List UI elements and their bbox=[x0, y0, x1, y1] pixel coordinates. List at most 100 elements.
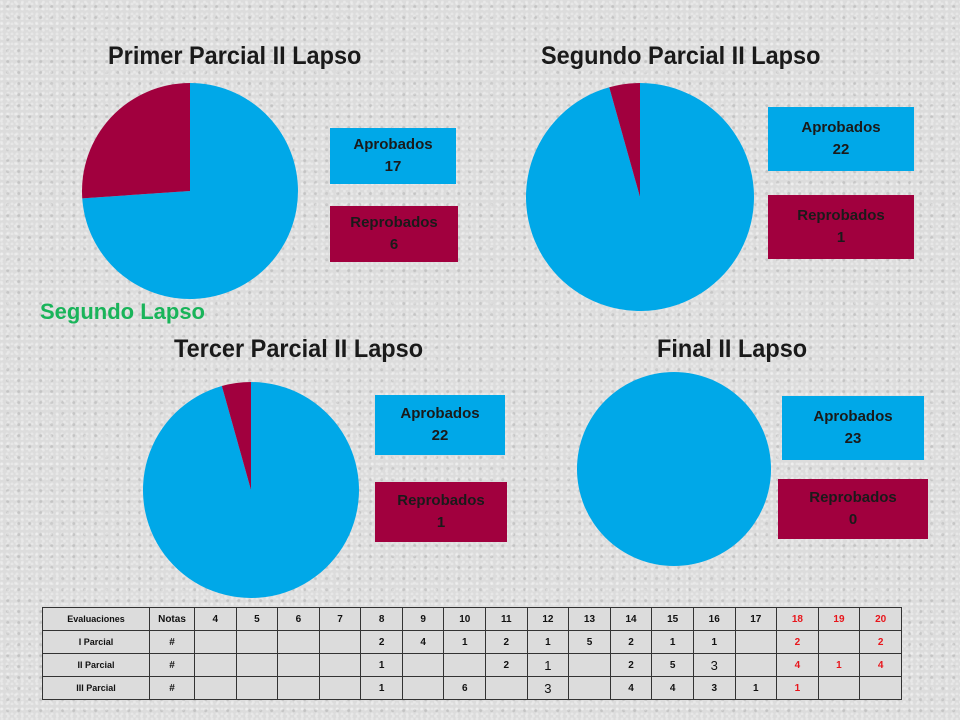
pie-slice-aprobados bbox=[577, 372, 771, 566]
grade-header: 19 bbox=[817, 607, 861, 631]
legend-reprobados: Reprobados 0 bbox=[778, 479, 928, 539]
pie-slice-reprobados bbox=[609, 83, 640, 197]
pie-slice-reprobados bbox=[221, 382, 251, 490]
pie-slice-aprobados bbox=[142, 382, 359, 598]
table-cell bbox=[859, 676, 902, 700]
table-cell: 1 bbox=[734, 676, 778, 700]
grade-header: 13 bbox=[568, 607, 611, 631]
legend-aprobados: Aprobados 17 bbox=[330, 128, 456, 184]
pie-slice-aprobados bbox=[82, 83, 298, 299]
row-marker: # bbox=[149, 653, 195, 677]
legend-label: Aprobados bbox=[801, 119, 881, 136]
table-cell bbox=[235, 630, 279, 654]
grade-header: 15 bbox=[651, 607, 694, 631]
table-cell bbox=[401, 676, 445, 700]
table-cell: 4 bbox=[609, 676, 653, 700]
table-cell bbox=[235, 676, 279, 700]
table-cell bbox=[318, 653, 362, 677]
table-cell: 4 bbox=[859, 653, 902, 677]
legend-aprobados: Aprobados 22 bbox=[375, 395, 505, 455]
row-label: II Parcial bbox=[42, 653, 150, 677]
grade-header: 14 bbox=[609, 607, 653, 631]
table-cell: 1 bbox=[526, 630, 570, 654]
grade-header: 4 bbox=[194, 607, 237, 631]
legend-label: Reprobados bbox=[809, 489, 897, 506]
table-cell bbox=[277, 653, 320, 677]
table-cell bbox=[277, 676, 320, 700]
table-cell: 1 bbox=[360, 676, 403, 700]
grade-header: 11 bbox=[485, 607, 528, 631]
table-cell bbox=[194, 630, 237, 654]
table-cell: 1 bbox=[817, 653, 861, 677]
table-cell: 2 bbox=[360, 630, 403, 654]
grade-header: 20 bbox=[859, 607, 902, 631]
grade-header: 8 bbox=[360, 607, 403, 631]
table-corner: Evaluaciones bbox=[42, 607, 150, 631]
table-cell bbox=[568, 653, 611, 677]
grade-header: 12 bbox=[526, 607, 570, 631]
pie-chart-4 bbox=[577, 372, 771, 566]
table-cell: 3 bbox=[692, 653, 736, 677]
table-cell: 1 bbox=[443, 630, 487, 654]
table-cell: 1 bbox=[776, 676, 819, 700]
table-cell: 1 bbox=[651, 630, 694, 654]
table-cell bbox=[318, 676, 362, 700]
grade-header: 18 bbox=[776, 607, 819, 631]
legend-label: Reprobados bbox=[350, 214, 438, 231]
table-cell bbox=[235, 653, 279, 677]
table-cell bbox=[401, 653, 445, 677]
legend-reprobados: Reprobados 6 bbox=[330, 206, 458, 262]
grade-header: 5 bbox=[235, 607, 279, 631]
table-cell: 2 bbox=[485, 653, 528, 677]
legend-label: Aprobados bbox=[353, 136, 433, 153]
legend-value: 1 bbox=[836, 229, 846, 246]
table-cell bbox=[194, 676, 237, 700]
legend-value: 22 bbox=[431, 427, 449, 444]
legend-label: Aprobados bbox=[813, 408, 893, 425]
section-label: Segundo Lapso bbox=[40, 299, 205, 324]
table-cell: 3 bbox=[692, 676, 736, 700]
grade-header: 9 bbox=[401, 607, 445, 631]
grade-header: 7 bbox=[318, 607, 362, 631]
table-cell bbox=[277, 630, 320, 654]
chart-title-1: Primer Parcial II Lapso bbox=[108, 42, 362, 70]
table-cell: 1 bbox=[692, 630, 736, 654]
table-cell bbox=[485, 676, 528, 700]
table-cell bbox=[817, 630, 861, 654]
table-cell: 6 bbox=[443, 676, 487, 700]
pie-slice-reprobados bbox=[82, 83, 190, 199]
notas-header: Notas bbox=[149, 607, 195, 631]
chart-title-4: Final II Lapso bbox=[657, 335, 808, 363]
pie-chart-3 bbox=[142, 382, 359, 598]
row-label: III Parcial bbox=[42, 676, 150, 700]
table-cell bbox=[443, 653, 487, 677]
pie-chart-1 bbox=[82, 83, 298, 299]
legend-value: 0 bbox=[848, 511, 858, 528]
legend-reprobados: Reprobados 1 bbox=[768, 195, 914, 259]
row-label: I Parcial bbox=[42, 630, 150, 654]
table-cell: 2 bbox=[609, 630, 653, 654]
grade-header: 10 bbox=[443, 607, 487, 631]
legend-value: 23 bbox=[844, 430, 862, 447]
legend-label: Reprobados bbox=[797, 207, 885, 224]
table-cell: 1 bbox=[526, 653, 570, 677]
table-cell: 3 bbox=[526, 676, 570, 700]
legend-label: Aprobados bbox=[400, 405, 480, 422]
legend-reprobados: Reprobados 1 bbox=[375, 482, 507, 542]
table-header-row: Evaluaciones Notas 4 5 6 7 8 9 10 11 12 13 14 15 16 1… bbox=[42, 607, 902, 631]
table-row: I Parcial #2 4 1 2 1 5 2 1 1 2 2 bbox=[42, 630, 902, 654]
chart-title-3: Tercer Parcial II Lapso bbox=[174, 335, 424, 363]
table-cell: 4 bbox=[401, 630, 445, 654]
chart-title-2: Segundo Parcial II Lapso bbox=[541, 42, 821, 70]
legend-label: Reprobados bbox=[397, 492, 485, 509]
grade-header: 16 bbox=[692, 607, 736, 631]
table-cell bbox=[194, 653, 237, 677]
table-cell bbox=[318, 630, 362, 654]
table-cell: 2 bbox=[485, 630, 528, 654]
table-row: III Parcial #1 6 3 4 4 3 1 1 bbox=[42, 676, 902, 700]
table-cell: 2 bbox=[859, 630, 902, 654]
grade-header: 17 bbox=[734, 607, 778, 631]
legend-value: 1 bbox=[436, 514, 446, 531]
legend-aprobados: Aprobados 22 bbox=[768, 107, 914, 171]
table-row: II Parcial #1 2 1 2 5 3 4 1 4 bbox=[42, 653, 902, 677]
